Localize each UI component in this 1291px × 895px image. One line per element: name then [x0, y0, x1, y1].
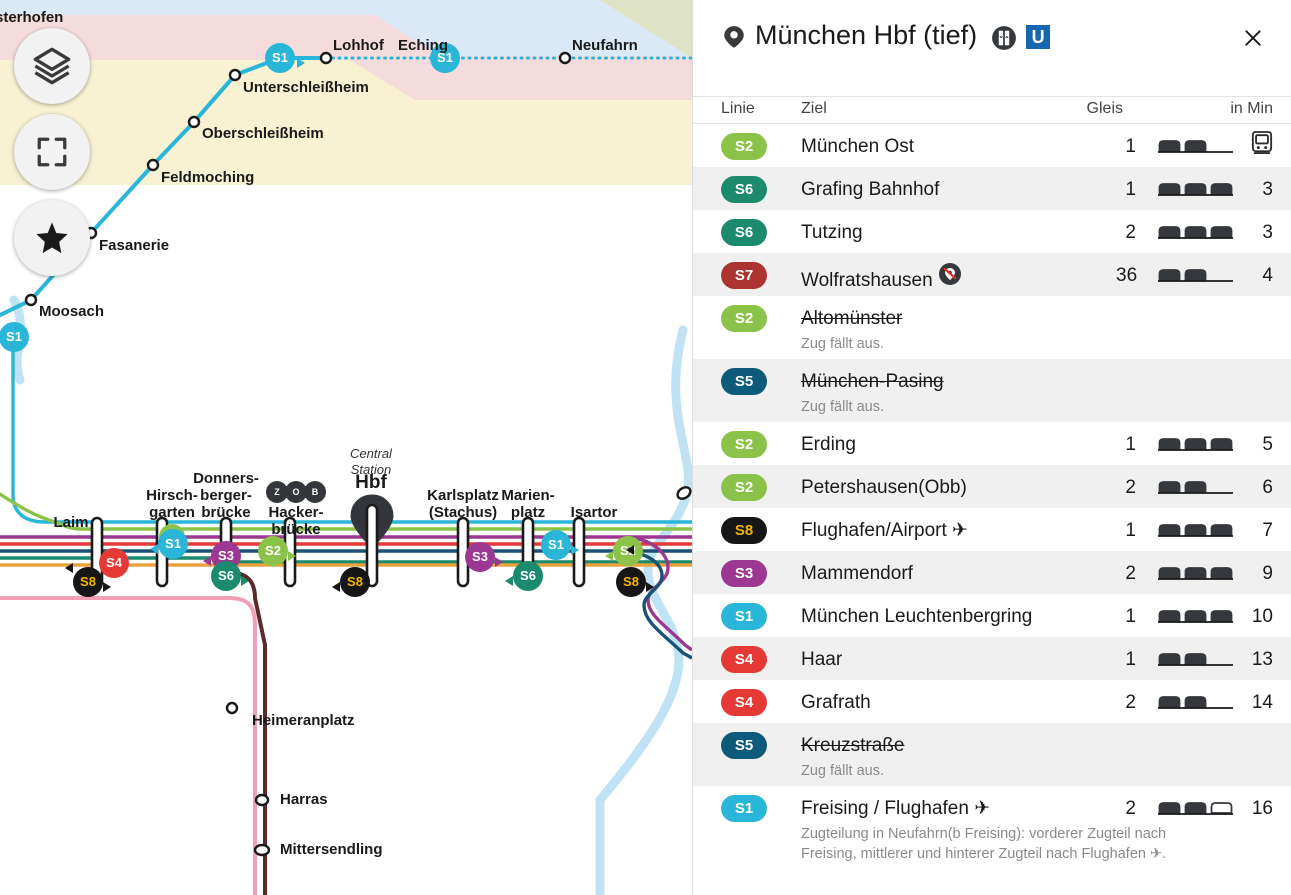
svg-text:S8: S8: [80, 574, 96, 589]
svg-text:S1: S1: [548, 537, 564, 552]
svg-text:Harras: Harras: [280, 791, 328, 808]
svg-text:S6: S6: [218, 568, 234, 583]
svg-text:platz: platz: [511, 504, 545, 521]
svg-text:Neufahrn: Neufahrn: [572, 37, 638, 54]
svg-text:Z: Z: [274, 487, 280, 497]
svg-text:brücke: brücke: [271, 521, 320, 538]
svg-text:S8: S8: [347, 574, 363, 589]
svg-text:Hirsch-: Hirsch-: [146, 487, 198, 504]
svg-text:B: B: [312, 487, 319, 497]
svg-text:Eching: Eching: [398, 37, 448, 54]
svg-text:Mittersendling: Mittersendling: [280, 841, 383, 858]
svg-text:garten: garten: [149, 504, 195, 521]
svg-text:Heimeranplatz: Heimeranplatz: [252, 712, 355, 729]
svg-text:Donners-: Donners-: [193, 470, 259, 487]
svg-text:brücke: brücke: [201, 504, 250, 521]
svg-text:berger-: berger-: [200, 487, 252, 504]
svg-text:Unterschleißheim: Unterschleißheim: [243, 79, 369, 96]
svg-text:Isartor: Isartor: [571, 504, 618, 521]
svg-text:Central: Central: [350, 446, 393, 461]
svg-text:S1: S1: [272, 50, 288, 65]
svg-text:Marien-: Marien-: [501, 487, 554, 504]
svg-text:Lohhof: Lohhof: [333, 37, 385, 54]
svg-text:Esterhofen: Esterhofen: [0, 9, 63, 26]
svg-text:S1: S1: [6, 329, 22, 344]
svg-text:S6: S6: [520, 568, 536, 583]
svg-text:S4: S4: [106, 555, 123, 570]
svg-text:Moosach: Moosach: [39, 303, 104, 320]
svg-text:S2: S2: [265, 543, 281, 558]
svg-text:S1: S1: [165, 536, 181, 551]
svg-text:S3: S3: [472, 549, 488, 564]
svg-text:Laim: Laim: [53, 514, 88, 531]
svg-text:S3: S3: [218, 548, 234, 563]
svg-text:Hacker-: Hacker-: [268, 504, 323, 521]
svg-text:Feldmoching: Feldmoching: [161, 169, 254, 186]
svg-text:Fasanerie: Fasanerie: [99, 237, 169, 254]
svg-text:S8: S8: [623, 574, 639, 589]
svg-text:Karlsplatz: Karlsplatz: [427, 487, 499, 504]
svg-text:Station: Station: [351, 462, 391, 477]
svg-text:O: O: [292, 487, 299, 497]
svg-text:Oberschleißheim: Oberschleißheim: [202, 125, 324, 142]
svg-text:(Stachus): (Stachus): [429, 504, 497, 521]
